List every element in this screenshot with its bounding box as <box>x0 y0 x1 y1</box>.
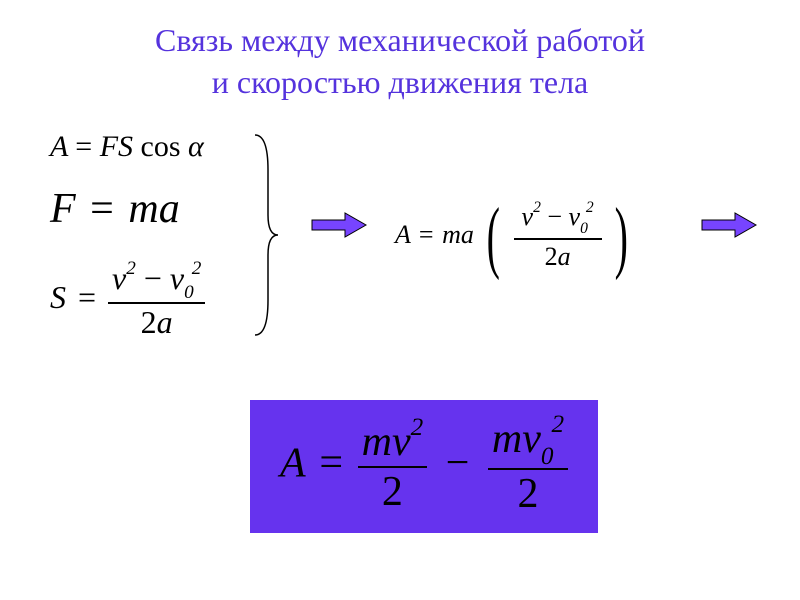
formula-intermediate: A = ma ( ν2 − ν02 2a ) <box>395 200 635 274</box>
f3-v: ν <box>112 260 126 296</box>
f4-denominator: 2a <box>514 240 602 274</box>
f4-fraction: ν2 − ν02 2a <box>514 200 602 274</box>
f4-exp2: 2 <box>586 199 594 216</box>
f4-m: m <box>442 220 461 249</box>
r-t2-exp: 2 <box>551 411 564 438</box>
f1-cos: cos <box>141 130 181 163</box>
f3-exp1: 2 <box>126 258 136 279</box>
r-t2-m: m <box>492 416 522 462</box>
f3-numerator: ν2 − ν02 <box>108 260 205 304</box>
f3-sub0: 0 <box>184 282 194 303</box>
result-formula-box: A = mν2 2 − mν02 2 <box>250 400 598 533</box>
r-t2-sub: 0 <box>541 443 554 470</box>
r-t1-den: 2 <box>358 468 428 516</box>
f2-a: a <box>159 186 180 232</box>
r-lhs: A <box>280 440 305 486</box>
f4-numerator: ν2 − ν02 <box>514 200 602 240</box>
f1-F: F <box>100 130 118 163</box>
f4-a: a <box>558 242 571 271</box>
formula-newton-second: F = ma <box>50 185 180 233</box>
r-t1-m: m <box>362 419 392 465</box>
r-eq: = <box>319 440 343 486</box>
f3-minus: − <box>144 260 162 296</box>
r-term1: mν2 2 <box>358 418 428 516</box>
f1-eq: = <box>75 130 92 163</box>
f4-lhs: A <box>395 220 410 249</box>
slide-title: Связь между механической работой и скоро… <box>0 0 800 103</box>
f4-eq: = <box>419 220 434 249</box>
f4-minus: − <box>547 202 562 231</box>
title-line-2: и скоростью движения тела <box>212 64 588 100</box>
f4-a-outer: a <box>461 220 474 249</box>
f3-a: a <box>157 304 173 340</box>
formula-work-definition: A = FS cos α <box>50 130 204 164</box>
f4-rparen: ) <box>615 205 628 269</box>
r-t1-v: ν <box>392 419 411 465</box>
formula-kinematics-distance: S = ν2 − ν02 2a <box>50 260 205 341</box>
f2-m: m <box>128 186 158 232</box>
arrow-right-icon <box>310 210 370 240</box>
r-minus: − <box>446 440 470 486</box>
f4-2: 2 <box>545 242 558 271</box>
f3-2: 2 <box>141 304 157 340</box>
f1-alpha: α <box>188 130 204 163</box>
f3-fraction: ν2 − ν02 2a <box>108 260 205 341</box>
f4-lparen: ( <box>487 205 500 269</box>
f4-v0: ν <box>569 202 581 231</box>
curly-brace-icon <box>250 130 280 340</box>
f3-exp2: 2 <box>192 258 202 279</box>
f4-exp1: 2 <box>533 199 541 216</box>
f2-eq: = <box>90 186 114 232</box>
f1-S: S <box>118 130 133 163</box>
r-t2-v: ν <box>522 416 541 462</box>
f3-eq: = <box>78 279 96 315</box>
f4-v: ν <box>522 202 534 231</box>
f1-lhs: A <box>50 130 68 163</box>
f3-denominator: 2a <box>108 304 205 341</box>
formula-kinetic-energy-work: A = mν2 2 − mν02 2 <box>280 415 568 518</box>
r-t2-den: 2 <box>488 470 568 518</box>
r-t1-exp: 2 <box>411 414 424 441</box>
f3-v0: ν <box>170 260 184 296</box>
r-term2: mν02 2 <box>488 415 568 518</box>
f3-lhs: S <box>50 279 66 315</box>
arrow-right-icon <box>700 210 760 240</box>
r-t1-num: mν2 <box>358 418 428 468</box>
r-t2-num: mν02 <box>488 415 568 470</box>
f2-lhs: F <box>50 186 76 232</box>
title-line-1: Связь между механической работой <box>155 22 645 58</box>
f4-sub0: 0 <box>580 220 588 237</box>
